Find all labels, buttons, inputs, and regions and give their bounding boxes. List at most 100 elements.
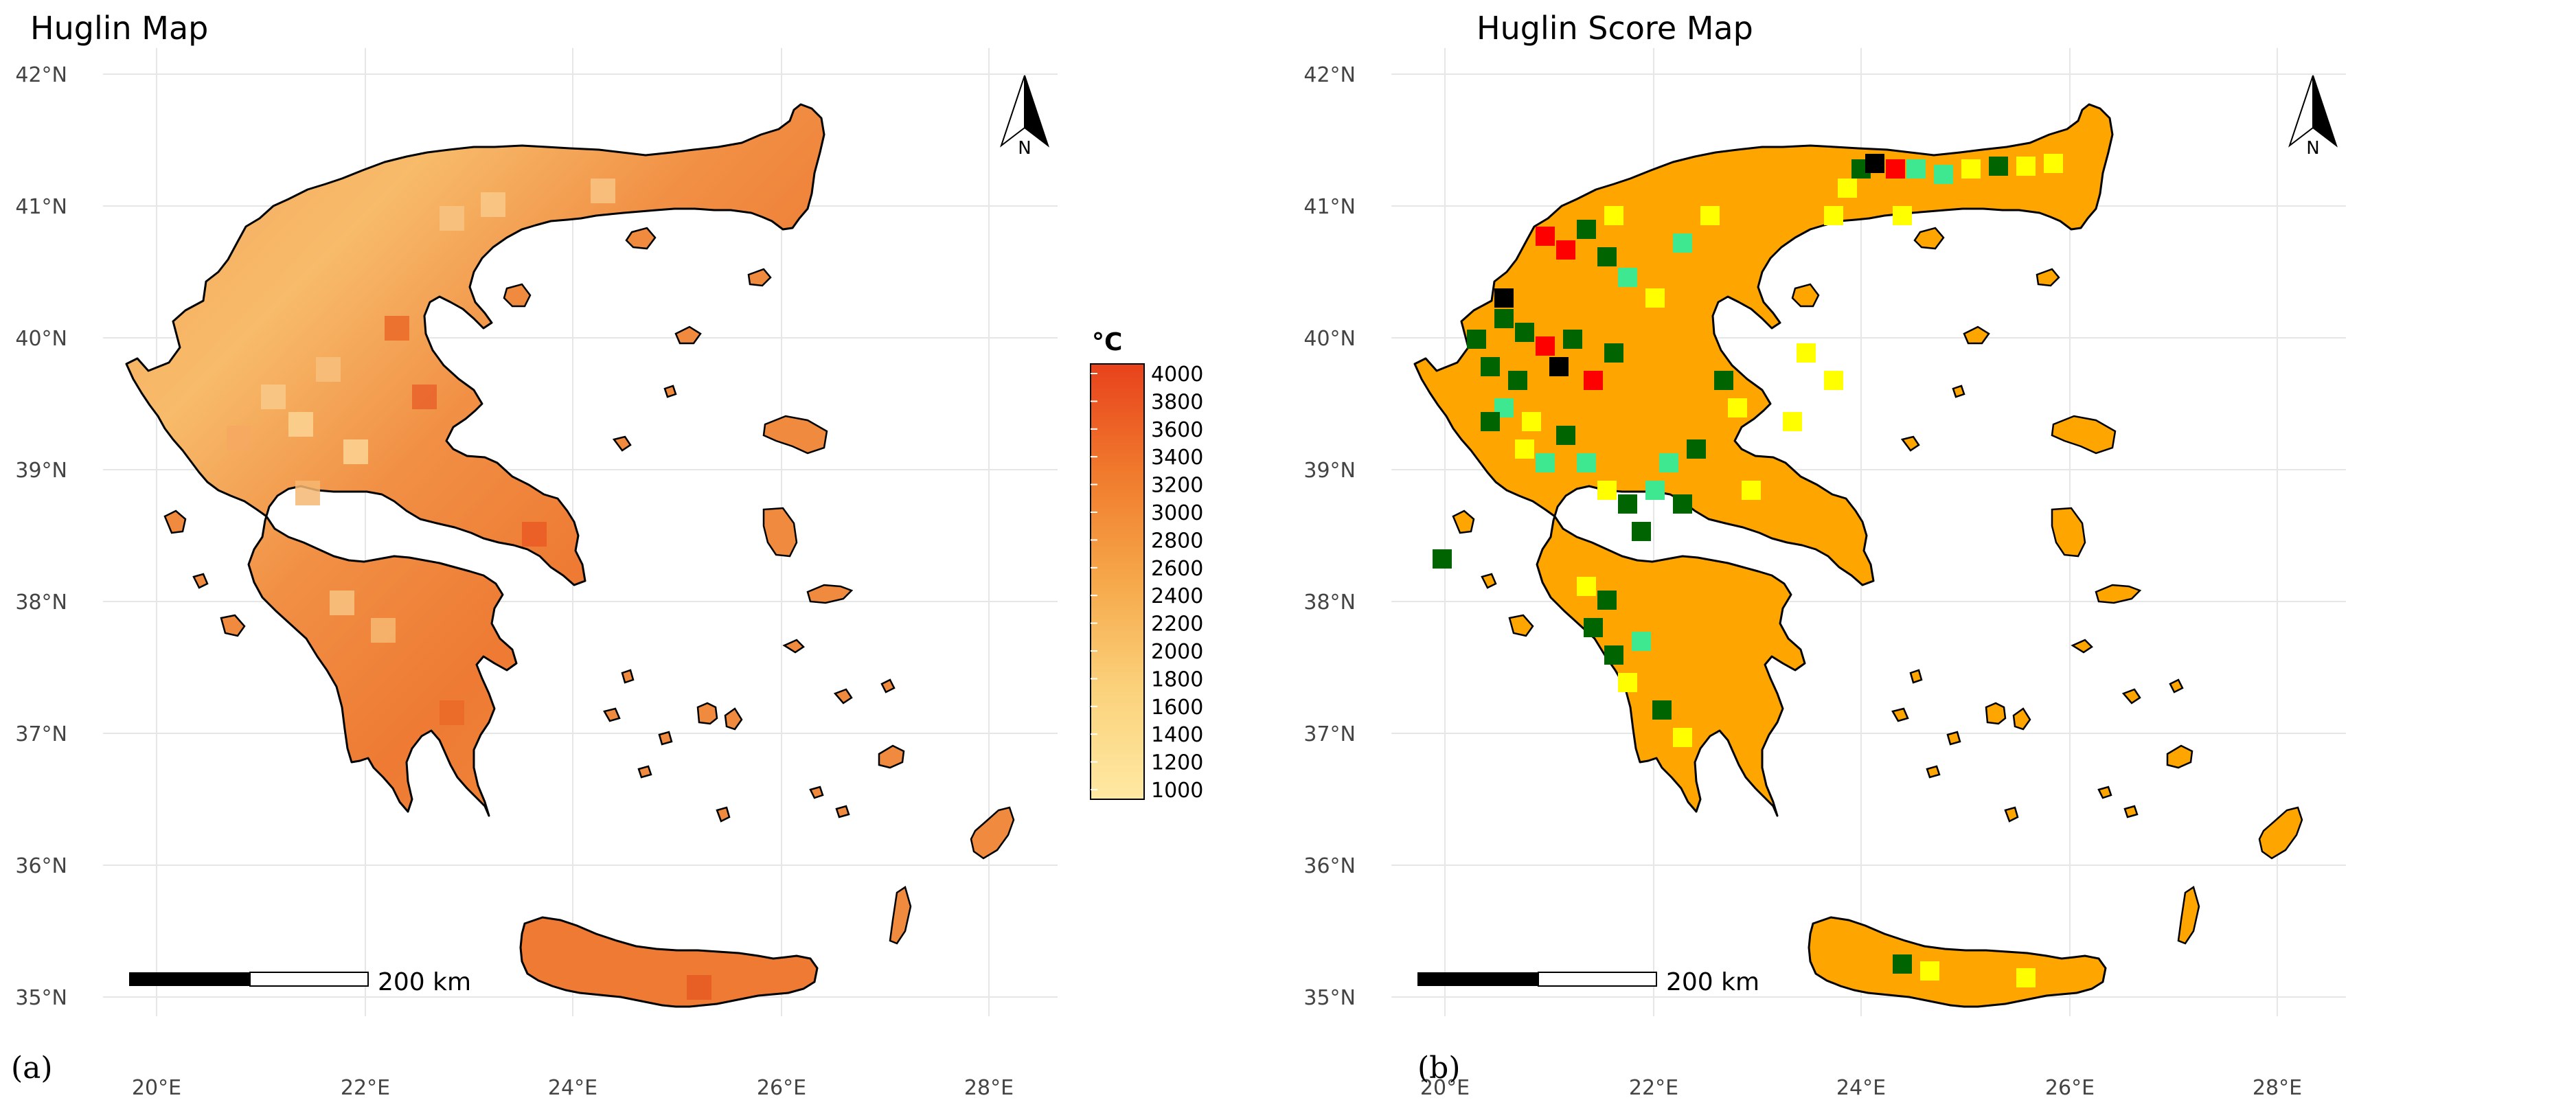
y-tick-label: 40°N [15, 327, 67, 351]
raster-cell [481, 192, 505, 217]
island [1913, 227, 1945, 250]
raster-cell [591, 179, 615, 203]
raster-cell [1433, 549, 1452, 569]
x-tick-label: 24°E [1836, 1076, 1886, 1100]
raster-cell [1700, 206, 1720, 225]
island [696, 702, 718, 725]
y-tick-label: 40°N [1303, 327, 1356, 351]
raster-cell [1522, 412, 1541, 431]
x-tick-label: 26°E [757, 1076, 806, 1100]
raster-cell [1604, 343, 1623, 363]
legend-tick-label: 3200 [1151, 474, 1203, 498]
raster-cell [1508, 371, 1527, 390]
raster-cells [227, 179, 711, 1000]
raster-cell [1618, 673, 1637, 692]
scale-bar: 200 km [1417, 968, 1759, 996]
north-arrow-label: N [2306, 138, 2319, 159]
raster-cell [1563, 330, 1582, 349]
land-layer [125, 103, 1015, 1008]
scale-bar-segment-black [1417, 972, 1538, 986]
raster-cell [1604, 645, 1623, 665]
island [782, 639, 805, 654]
island [163, 509, 187, 534]
x-tick-label: 22°E [1629, 1076, 1678, 1100]
island [2166, 744, 2193, 769]
island [833, 688, 853, 705]
legend-tick-label: 2200 [1151, 612, 1203, 637]
island [747, 268, 772, 287]
island [1900, 435, 1920, 452]
raster-cell [1515, 439, 1534, 459]
raster-cell [1577, 453, 1596, 472]
legend-tick-label: 3800 [1151, 390, 1203, 414]
raster-cell [1906, 159, 1926, 179]
y-tick-label: 39°N [15, 459, 67, 483]
island [2036, 268, 2060, 287]
island [1909, 669, 1923, 684]
raster-cell [1494, 288, 1514, 308]
island [970, 806, 1015, 860]
x-tick-label: 24°E [548, 1076, 597, 1100]
scale-bar: 200 km [129, 968, 471, 996]
raster-cell [385, 316, 409, 341]
mainland-greece [125, 103, 825, 817]
island [2121, 688, 2141, 705]
legend-tick-label: 3000 [1151, 501, 1203, 525]
legend-title: °C [1092, 328, 1122, 356]
island [2123, 805, 2139, 818]
island [503, 283, 532, 308]
raster-cell [1577, 220, 1596, 239]
legend-tick-label: 1200 [1151, 751, 1203, 775]
raster-cell [1597, 591, 1617, 610]
land-layer [1413, 103, 2303, 1008]
scale-bar-label: 200 km [1666, 968, 1759, 996]
scale-bar-segment-white [249, 972, 369, 987]
island [2177, 886, 2200, 945]
island [2012, 707, 2031, 731]
island [1946, 731, 1961, 746]
raster-cell [1893, 206, 1912, 225]
island [1952, 385, 1965, 398]
raster-cell [1673, 494, 1692, 514]
island [809, 786, 824, 799]
map-canvas: 20°E 22°E 24°E 26°E 28°E 42°N 41°N 40°N 39°N 38°N… [15, 48, 1203, 1100]
island [880, 678, 896, 694]
island [806, 584, 854, 604]
raster-cell [1934, 165, 1953, 184]
y-tick-label: 39°N [1303, 459, 1356, 483]
raster-cell [1687, 439, 1706, 459]
raster-cell [1618, 268, 1637, 287]
raster-cell [371, 618, 396, 643]
raster-cell [1783, 412, 1802, 431]
island [1508, 614, 1534, 637]
raster-cell [288, 412, 313, 437]
raster-cell [1467, 330, 1486, 349]
north-arrow-icon: N [2288, 75, 2338, 159]
legend-tick-label: 2800 [1151, 529, 1203, 553]
north-arrow-label: N [1018, 138, 1031, 159]
x-tick-label: 20°E [132, 1076, 181, 1100]
island [2071, 639, 2093, 654]
raster-cell [1597, 481, 1617, 500]
north-arrow-icon: N [1000, 75, 1049, 159]
raster-cell [1577, 577, 1596, 596]
north-arrow-left [1000, 75, 1025, 148]
raster-cell [1645, 288, 1665, 308]
x-tick-label: 26°E [2045, 1076, 2095, 1100]
legend-tick-label: 1600 [1151, 696, 1203, 720]
island [674, 325, 702, 345]
y-tick-label: 42°N [1303, 63, 1356, 87]
panel-title: Huglin Score Map [1477, 10, 1753, 47]
y-tick-label: 38°N [1303, 591, 1356, 615]
raster-cell [1536, 336, 1555, 356]
raster-cell [1645, 481, 1665, 500]
legend-tick-label: 2400 [1151, 584, 1203, 608]
north-arrow-right [1024, 75, 1049, 148]
y-tick-label: 42°N [15, 63, 67, 87]
legend-tick-label: 3600 [1151, 418, 1203, 442]
island [762, 507, 798, 558]
scale-bar-segment-black [129, 972, 250, 986]
raster-cell [1536, 227, 1555, 246]
island [2051, 507, 2086, 558]
raster-cell [1728, 398, 1747, 417]
